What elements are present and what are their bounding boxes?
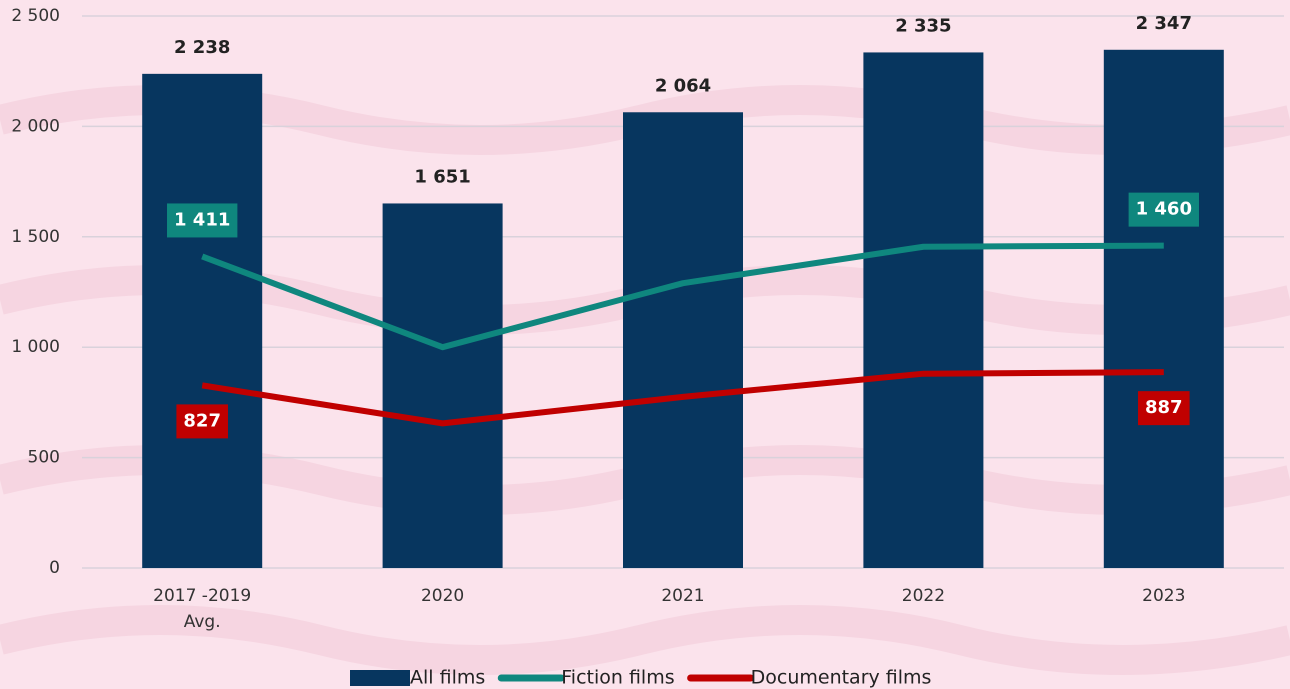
legend-label: Fiction films [561,667,674,689]
line [201,242,1164,351]
data-label-box [167,203,238,238]
legend-swatch [350,670,410,686]
data-label: 1 411 [174,209,230,230]
legend-label: All films [410,667,485,689]
data-label: 2 238 [174,37,230,58]
data-label: 2 335 [895,15,951,36]
bar [382,203,503,568]
legend-label: Documentary films [751,667,932,689]
data-label: 2 064 [655,75,711,96]
y-tick-label: 2 500 [11,6,60,26]
data-label: 827 [183,410,221,431]
y-tick-label: 0 [49,558,60,578]
data-label: 1 651 [414,166,470,187]
data-label-box [1128,192,1199,227]
y-tick-label: 2 000 [11,116,60,136]
x-tick-label: 2020 [420,586,465,606]
x-tick-label: 2021 [661,586,705,606]
x-tick-label: 2017 -2019 Avg. [153,586,252,632]
y-tick-label: 1 500 [11,227,60,247]
y-tick-label: 500 [28,448,60,468]
line [201,369,1164,427]
bar [142,73,263,568]
data-label: 2 347 [1136,13,1192,34]
y-tick-label: 1 000 [11,337,60,357]
data-label-box [176,404,228,439]
data-label: 887 [1145,397,1183,418]
bar [623,112,743,568]
data-label: 1 460 [1136,199,1192,220]
bar [1103,49,1224,568]
data-label-box [1138,391,1190,426]
x-tick-label: 2023 [1142,586,1186,606]
x-tick-label: 2022 [901,586,946,606]
bar [863,52,984,568]
